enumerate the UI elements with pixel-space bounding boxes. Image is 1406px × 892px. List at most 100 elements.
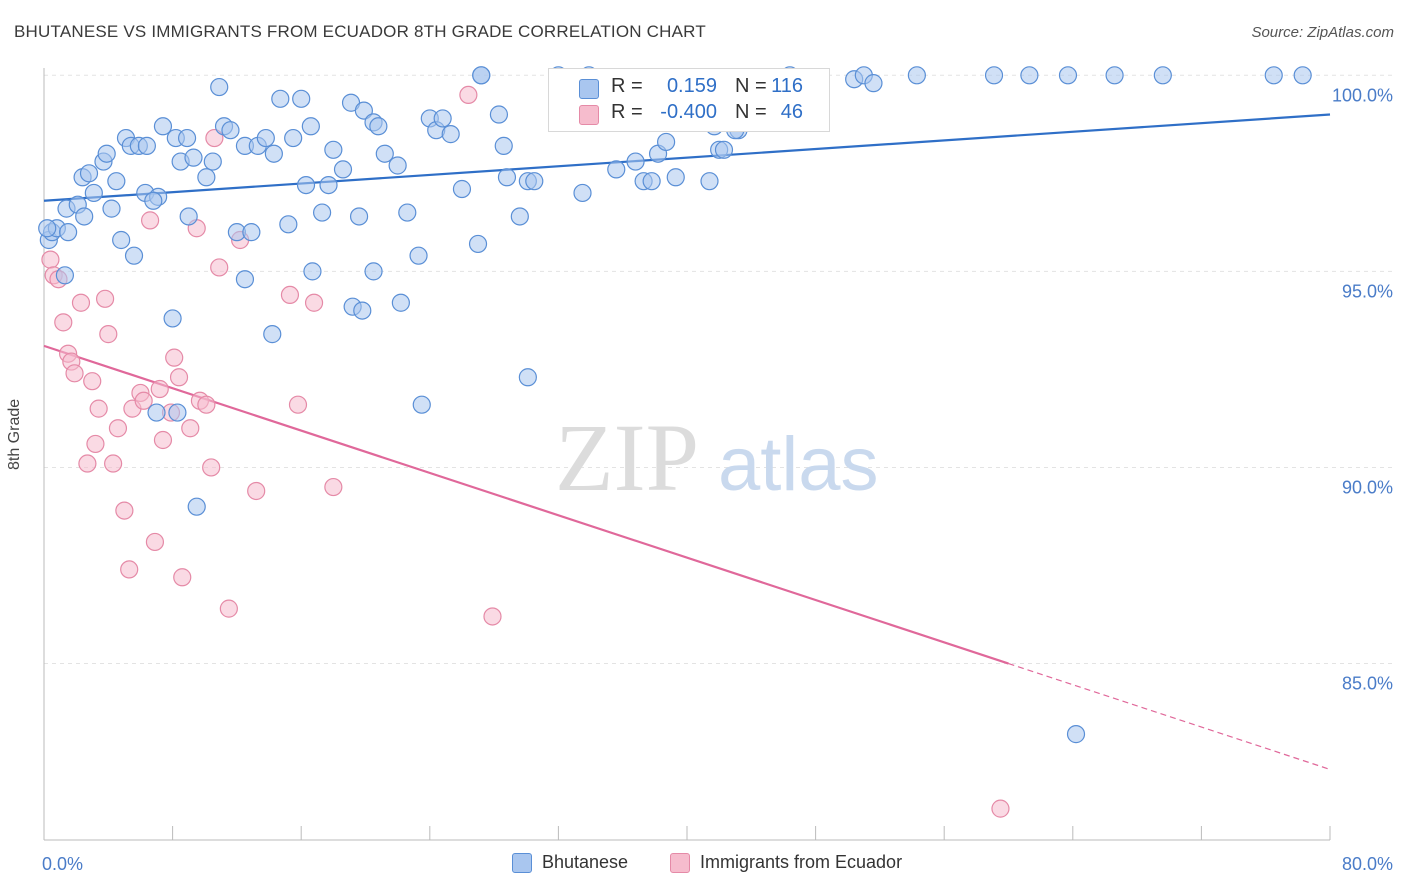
x-tick-labels: 0.0% 80.0% xyxy=(42,854,1393,874)
bhutanese-point xyxy=(187,497,206,516)
bhutanese-point xyxy=(510,207,529,226)
bhutanese-point xyxy=(147,403,166,422)
bhutanese-point xyxy=(573,183,592,203)
series-swatch-pink xyxy=(670,852,690,873)
series-legend-ecuador[interactable]: Immigrants from Ecuador xyxy=(670,852,902,873)
bhutanese-point xyxy=(666,168,685,187)
bhutanese-point xyxy=(369,117,388,136)
ecuador-point xyxy=(150,379,169,399)
bhutanese-point xyxy=(271,89,290,108)
ecuador-point xyxy=(304,293,324,312)
series-legend-bhutanese[interactable]: Bhutanese xyxy=(512,852,628,873)
ecuador-point xyxy=(71,293,91,312)
bhutanese-point xyxy=(107,172,126,191)
bhutanese-point xyxy=(353,301,372,320)
chart-title: BHUTANESE VS IMMIGRANTS FROM ECUADOR 8TH… xyxy=(14,22,706,41)
ecuador-point xyxy=(104,454,123,473)
bhutanese-point xyxy=(256,128,275,148)
legend-row-ecuador: R = -0.400 N = 46 xyxy=(549,101,829,127)
bhutanese-point xyxy=(242,223,261,242)
y-tick-label: 90.0% xyxy=(1342,477,1393,497)
bhutanese-point xyxy=(468,234,488,254)
bhutanese-point xyxy=(497,168,517,187)
ecuador-point xyxy=(173,568,192,587)
legend-n-value: 116 xyxy=(771,75,803,97)
bhutanese-point xyxy=(1105,66,1124,85)
watermark-zip: ZIP xyxy=(555,404,699,511)
bhutanese-point xyxy=(168,403,187,422)
ecuador-point xyxy=(483,607,502,626)
bhutanese-point xyxy=(38,219,57,238)
ecuador-point xyxy=(78,454,97,473)
bhutanese-trend-line xyxy=(43,113,1331,202)
bhutanese-point xyxy=(102,199,121,218)
series-legend: Bhutanese Immigrants from Ecuador xyxy=(0,852,1406,876)
bhutanese-point xyxy=(354,101,373,120)
bhutanese-point xyxy=(657,132,676,152)
gridlines xyxy=(44,74,1395,665)
ecuador-point xyxy=(280,285,300,305)
bhutanese-point xyxy=(441,125,460,144)
ecuador-point xyxy=(459,85,478,105)
bhutanese-point xyxy=(489,105,509,124)
legend-r-label: R = xyxy=(611,75,643,97)
bhutanese-point xyxy=(391,293,410,312)
bhutanese-point xyxy=(263,325,282,344)
bhutanese-point xyxy=(235,270,255,289)
bhutanese-point xyxy=(221,121,240,140)
bhutanese-point xyxy=(84,183,103,203)
legend-swatch-blue xyxy=(579,79,599,99)
legend-n-label: N = xyxy=(735,75,767,97)
bhutanese-point xyxy=(409,246,428,265)
legend-n-value: 46 xyxy=(780,101,803,123)
bhutanese-point xyxy=(607,160,626,179)
legend-r-label: R = xyxy=(611,101,643,123)
legend-swatch-pink xyxy=(579,105,599,125)
ecuador-point xyxy=(202,458,221,477)
ecuador-point xyxy=(99,325,118,344)
bhutanese-point xyxy=(210,77,229,97)
bhutanese-point xyxy=(179,207,198,226)
bhutanese-point xyxy=(700,172,719,191)
bhutanese-point xyxy=(388,156,407,175)
ecuador-point xyxy=(89,399,108,418)
ecuador-point xyxy=(219,599,238,618)
ecuador-point xyxy=(140,211,160,230)
bhutanese-point xyxy=(1293,66,1312,85)
bhutanese-point xyxy=(1058,66,1078,85)
bhutanese-point xyxy=(75,207,94,226)
bhutanese-point xyxy=(1264,66,1283,85)
legend-row-bhutanese: R = 0.159 N = 116 xyxy=(549,75,829,101)
bhutanese-point xyxy=(124,246,144,265)
ecuador-point xyxy=(247,481,266,501)
bhutanese-point xyxy=(626,152,645,171)
ecuador-point xyxy=(54,313,73,332)
bhutanese-point xyxy=(494,136,513,155)
source-label: Source: ZipAtlas.com xyxy=(1251,24,1394,41)
ecuador-point xyxy=(120,560,139,579)
correlation-legend: R = 0.159 N = 116 R = -0.400 N = 46 xyxy=(548,68,830,132)
bhutanese-point xyxy=(177,128,197,148)
ecuador-point xyxy=(288,395,308,414)
bhutanese-point xyxy=(312,203,332,222)
ecuador-point xyxy=(197,395,216,414)
bhutanese-point xyxy=(907,66,926,85)
legend-r-value: 0.159 xyxy=(666,75,717,97)
ecuador-point xyxy=(205,128,224,148)
bhutanese-point xyxy=(79,164,99,183)
ecuador-point xyxy=(145,532,165,552)
bhutanese-point xyxy=(984,66,1004,85)
points-ecuador xyxy=(41,85,1010,818)
bhutanese-point xyxy=(375,144,394,163)
ecuador-point xyxy=(95,289,115,308)
series-swatch-blue xyxy=(512,852,532,873)
bhutanese-point xyxy=(433,109,452,128)
legend-r-value: -0.400 xyxy=(660,101,717,123)
ecuador-point xyxy=(181,419,200,438)
bhutanese-point xyxy=(292,89,311,108)
series-legend-label: Bhutanese xyxy=(542,852,629,872)
bhutanese-point xyxy=(452,179,472,199)
bhutanese-point xyxy=(197,168,216,187)
bhutanese-point xyxy=(518,368,537,387)
bhutanese-point xyxy=(642,172,661,191)
